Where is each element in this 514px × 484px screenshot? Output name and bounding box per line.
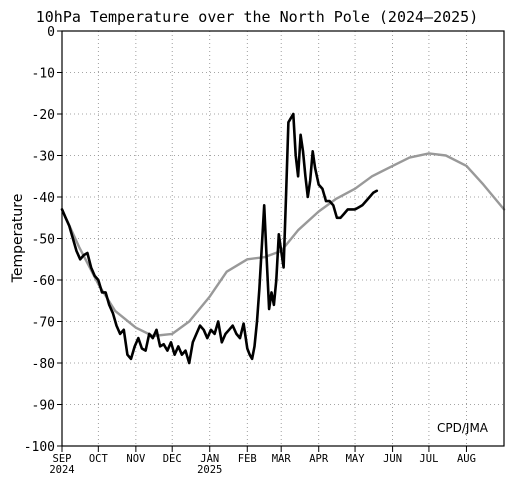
- x-tick-label: APR: [309, 453, 329, 465]
- chart-title: 10hPa Temperature over the North Pole (2…: [36, 8, 479, 26]
- grid-lines: [62, 31, 504, 446]
- x-tick-label: JAN: [200, 453, 219, 465]
- x-tick-year-label: 2025: [197, 464, 222, 476]
- y-tick-label: -40: [32, 191, 55, 206]
- x-tick-year-label: 2024: [49, 464, 74, 476]
- x-tick-label: OCT: [89, 453, 109, 465]
- x-tick-label: JUN: [383, 453, 402, 465]
- y-axis-label: Temperature: [10, 194, 26, 284]
- y-tick-label: -20: [32, 108, 55, 123]
- x-tick-label: AUG: [457, 453, 476, 465]
- climatology-line: [60, 152, 506, 338]
- x-tick-label: JUL: [419, 453, 438, 465]
- y-tick-label: -30: [32, 150, 55, 165]
- x-tick-label: DEC: [163, 453, 182, 465]
- x-tick-label: NOV: [126, 453, 146, 465]
- y-tick-label: -10: [32, 67, 55, 82]
- y-tick-label: -80: [32, 357, 55, 372]
- series-lines: [60, 112, 506, 365]
- x-tick-label: MAY: [346, 453, 366, 465]
- y-tick-label: 0: [47, 25, 55, 40]
- x-tick-label: SEP: [53, 453, 72, 465]
- y-tick-label: -70: [32, 316, 55, 331]
- x-tick-label: MAR: [272, 453, 292, 465]
- credit-label: CPD/JMA: [437, 421, 489, 435]
- y-tick-label: -60: [32, 274, 55, 289]
- x-tick-label: FEB: [238, 453, 257, 465]
- y-tick-label: -100: [24, 440, 55, 455]
- observed-temperature-line: [60, 112, 379, 365]
- y-tick-label: -90: [32, 399, 55, 414]
- y-tick-label: -50: [32, 233, 55, 248]
